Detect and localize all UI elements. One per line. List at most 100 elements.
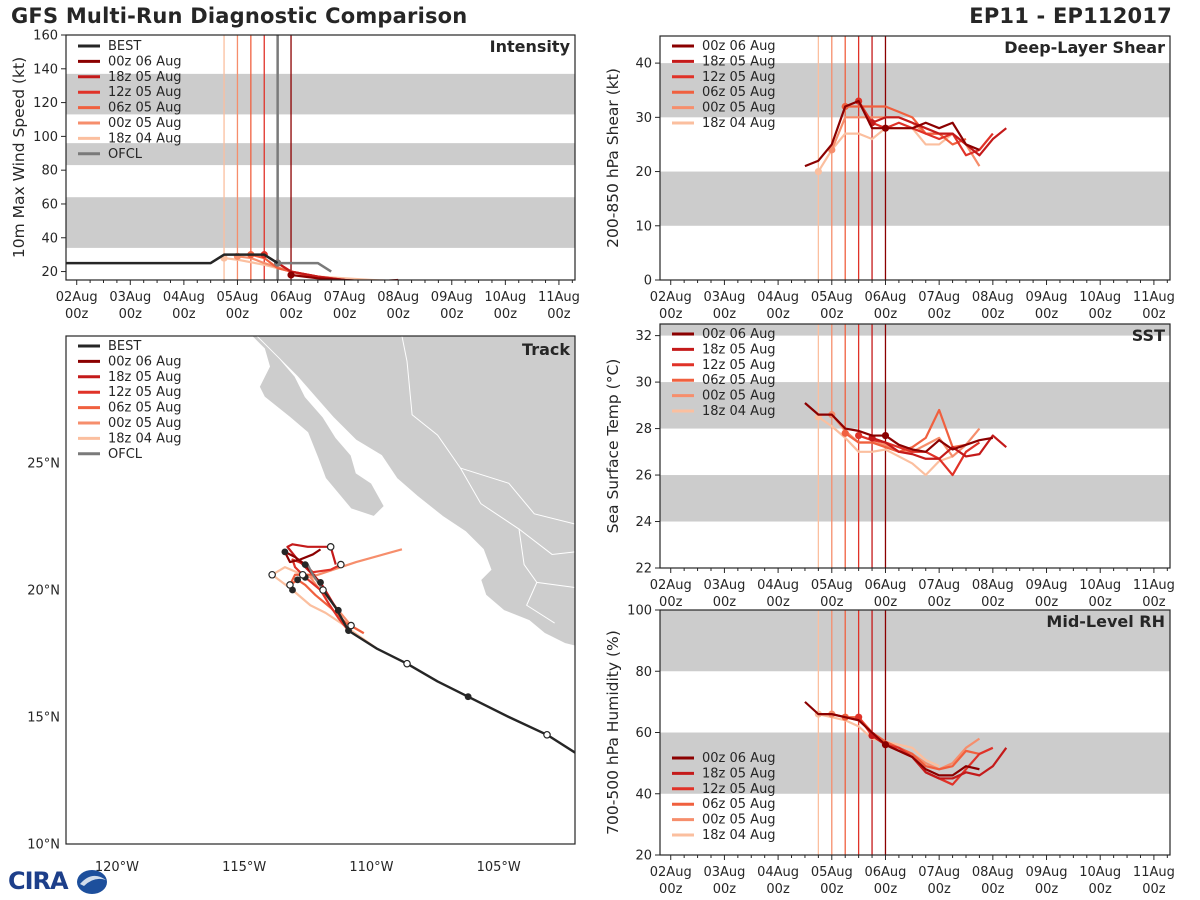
track-point-open-18z-05-aug [326,543,335,551]
shear-ytick-label: 10 [635,219,652,234]
shear-legend-label-18z-04-aug: 18z 04 Aug [702,116,776,131]
sst-xtick-label: 07Aug [918,578,960,593]
shear-panel: 0 10 20 30 40 02Aug 00z 03Aug 00z 04Aug 00z 05Aug 00… [604,35,1175,322]
track-ytick-label: 10°N [27,838,60,853]
shear-series-00z-06-aug [804,99,980,168]
shear-band-0 [660,171,1170,226]
sst-xtick-label: 08Aug [972,578,1014,593]
shear-ytick-label: 0 [644,274,652,289]
sst-xtick-sublabel: 00z [820,595,844,610]
sst-series-00z-06-aug [804,402,994,453]
intensity-xtick-label: 06Aug [270,290,312,305]
shear-legend-label-12z-05-aug: 12z 05 Aug [702,70,776,85]
shear-xtick-label: 04Aug [757,290,799,305]
intensity-xtick-sublabel: 00z [547,307,571,322]
track-point-open-00z-05-aug [347,621,355,630]
sst-ytick-label: 32 [635,329,652,344]
sst-ytick-label: 24 [635,515,652,530]
intensity-legend-label-00z-05-aug: 00z 05 Aug [108,116,182,131]
track-legend-label-best: BEST [108,339,141,354]
sst-plot-area [660,324,1170,568]
sst-xtick-sublabel: 00z [766,595,790,610]
intensity-panel: 20 40 60 80 100 120 140 160 02Aug 00z 03Aug 00z 04Au… [10,29,580,323]
shear-xtick-sublabel: 00z [1089,307,1113,322]
track-legend-label-06z-05-aug: 06z 05 Aug [108,401,182,416]
intensity-band-2 [66,73,575,115]
intensity-xtick-sublabel: 00z [226,307,250,322]
rh-xtick-sublabel: 00z [766,882,790,897]
rh-band-1 [660,610,1170,672]
shear-title: Deep-Layer Shear [1004,38,1165,57]
track-legend-label-18z-05-aug: 18z 05 Aug [108,370,182,385]
state-border-4 [526,582,555,624]
track-xtick-label: 115°W [222,860,266,875]
rh-xtick-label: 03Aug [703,865,745,880]
shear-xtick-label: 02Aug [650,290,692,305]
shear-xtick-sublabel: 00z [874,307,898,322]
shear-xtick-label: 10Aug [1079,290,1121,305]
track-point-open-best [543,730,551,739]
intensity-xtick-sublabel: 00z [494,307,518,322]
shear-series-12z-05-aug [857,100,994,157]
track-xtick-label: 120°W [95,860,139,875]
track-ytick-label: 15°N [27,711,60,726]
rh-legend-label-00z-06-aug: 00z 06 Aug [702,751,776,766]
shear-xtick-sublabel: 00z [820,307,844,322]
sst-xtick-label: 04Aug [757,578,799,593]
intensity-legend-label-ofcl: OFCL [108,147,143,162]
intensity-series-best [66,253,279,265]
sst-xtick-sublabel: 00z [713,595,737,610]
track-xtick-label: 110°W [349,860,393,875]
track-point-filled-00z-06-aug [301,561,309,568]
shear-xtick-label: 08Aug [972,290,1014,305]
sst-ytick-label: 30 [635,376,652,391]
intensity-xtick-label: 02Aug [56,290,98,305]
intensity-xtick-label: 05Aug [216,290,258,305]
track-legend-label-ofcl: OFCL [108,447,143,462]
intensity-legend-label-00z-06-aug: 00z 06 Aug [108,54,182,69]
shear-legend-label-06z-05-aug: 06z 05 Aug [702,85,776,100]
intensity-xtick-label: 09Aug [431,290,473,305]
shear-legend-label-18z-05-aug: 18z 05 Aug [702,54,776,69]
sst-xtick-sublabel: 00z [981,595,1005,610]
track-point-open-18z-04-aug [298,570,307,579]
sst-ylabel: Sea Surface Temp (°C) [604,359,622,534]
sst-xtick-sublabel: 00z [1089,595,1113,610]
intensity-ytick-label: 100 [33,130,58,145]
rh-xtick-label: 09Aug [1026,865,1068,880]
track-legend-label-00z-06-aug: 00z 06 Aug [108,354,182,369]
intensity-xtick-label: 08Aug [377,290,419,305]
intensity-xtick-sublabel: 00z [279,307,303,322]
intensity-series-00z-06-aug [290,273,399,280]
track-point-filled-18z-05-aug [317,578,324,586]
rh-xtick-label: 11Aug [1133,865,1175,880]
rh-band-0 [660,732,1170,794]
track-ytick-label: 25°N [27,457,60,472]
intensity-ytick-label: 80 [41,164,58,179]
shear-xtick-sublabel: 00z [1035,307,1059,322]
shear-xtick-sublabel: 00z [1142,307,1166,322]
rh-xtick-label: 04Aug [757,865,799,880]
shear-xtick-sublabel: 00z [659,307,683,322]
track-legend-label-12z-05-aug: 12z 05 Aug [108,385,182,400]
sst-xtick-label: 09Aug [1026,578,1068,593]
intensity-plot-area [66,35,575,280]
rh-xtick-label: 06Aug [865,865,907,880]
shear-xtick-label: 07Aug [918,290,960,305]
rh-legend-label-18z-04-aug: 18z 04 Aug [702,828,776,843]
rh-ytick-label: 60 [635,726,652,741]
intensity-band-0 [66,197,575,248]
track-frame [65,335,576,845]
shear-series-18z-05-aug [871,116,1007,157]
shear-xtick-sublabel: 00z [766,307,790,322]
track-point-open-00z-06-aug [319,586,327,594]
track-legend-label-18z-04-aug: 18z 04 Aug [108,431,182,446]
rh-marker-00z-06-aug [881,741,890,749]
shear-xtick-label: 09Aug [1026,290,1068,305]
track-18z-04-aug [271,566,378,650]
intensity-legend-label-12z-05-aug: 12z 05 Aug [108,85,182,100]
rh-xtick-sublabel: 00z [981,882,1005,897]
logo-text: CIRA [8,867,69,895]
intensity-xtick-label: 11Aug [538,290,580,305]
